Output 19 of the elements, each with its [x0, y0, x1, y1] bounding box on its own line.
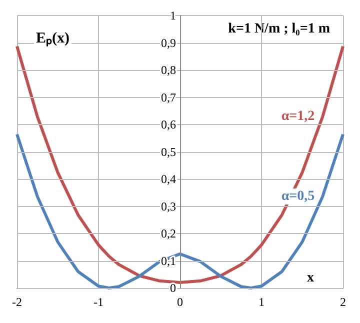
y-tick-label: 0,7	[161, 90, 176, 104]
y-tick-label: 0,3	[161, 199, 176, 214]
x-tick-label: 1	[258, 295, 264, 309]
x-tick-label: -1	[94, 295, 104, 309]
y-tick-label: 0,6	[161, 118, 176, 132]
y-tick-label: 0,9	[161, 36, 176, 50]
x-tick-label: 2	[340, 295, 346, 309]
annotation: k=1 N/m ; l₀=1 m	[228, 22, 330, 36]
y-tick-label: 0,8	[161, 63, 176, 77]
y-tick-label: 1	[170, 8, 176, 22]
y-tick-label: 0,4	[161, 172, 176, 186]
series-label: α=0,5	[281, 188, 315, 204]
x-axis-title: x	[307, 270, 314, 286]
y-tick-label: 0	[170, 281, 176, 295]
y-tick-label: 0,5	[161, 144, 176, 159]
y-tick-label: 0,2	[161, 226, 176, 240]
x-tick-label: -2	[12, 295, 22, 309]
series-label: α=1,2	[281, 109, 315, 124]
y-axis-title: Eₚ(x)	[36, 30, 70, 46]
